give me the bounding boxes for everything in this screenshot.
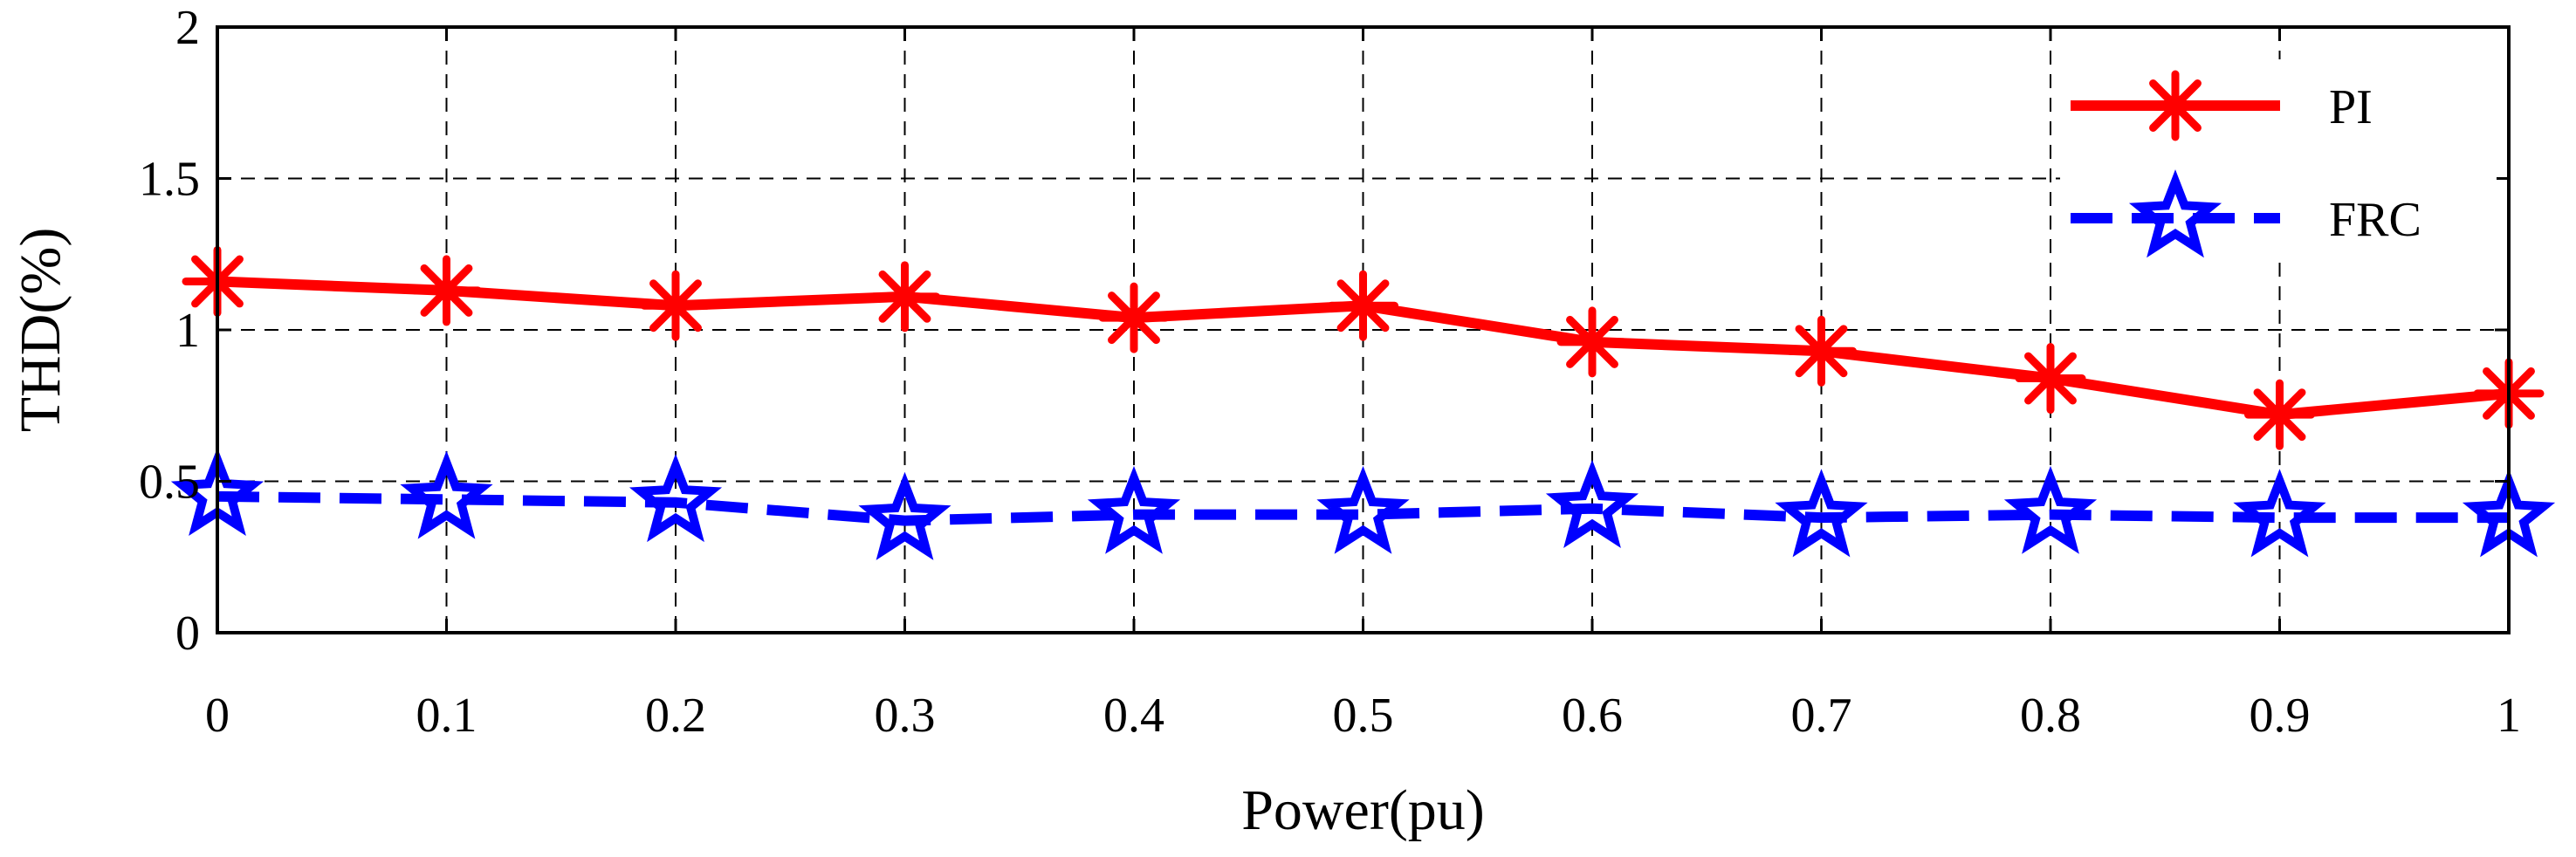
data-point-pi [640,270,711,341]
asterisk-stroke [878,270,931,323]
legend-marker-frc [2128,169,2222,258]
y-tick-label: 0 [175,607,200,661]
asterisk-stroke [2253,388,2306,442]
y-axis-label: THD(%) [9,228,72,433]
asterisk-stroke [1108,291,1160,345]
y-tick-label: 1 [175,304,200,358]
legend: PI FRC [2060,59,2497,260]
data-point-frc [1316,465,1410,554]
data-point-frc [2003,465,2098,554]
x-tick-label: 0.6 [1562,689,1623,743]
y-tick-label: 1.5 [139,153,200,207]
asterisk-stroke [1795,325,1848,378]
data-point-pi [1328,270,1398,341]
data-point-frc [400,450,493,539]
asterisk-stroke [2024,352,2077,405]
x-tick-label: 0.9 [2250,689,2311,743]
data-point-frc [858,471,951,560]
y-ticks: 0 0.5 1 1.5 2 [139,1,2509,661]
data-point-pi [2015,343,2086,415]
asterisk-stroke [649,279,702,333]
data-point-frc [1087,465,1181,554]
legend-marker-pi [2140,70,2211,141]
data-point-frc [1545,459,1639,548]
legend-box [2060,59,2497,260]
asterisk-stroke [420,264,473,317]
x-tick-label: 0.5 [1333,689,1394,743]
asterisk-stroke [2149,79,2202,132]
data-point-pi [411,255,482,326]
asterisk-stroke [1336,279,1390,333]
legend-label-pi: PI [2329,80,2373,134]
y-tick-label: 0.5 [139,456,200,510]
data-point-pi [1786,315,1857,387]
data-point-pi [2244,379,2315,450]
data-point-pi [1098,282,1170,353]
data-point-frc [629,453,723,543]
data-point-pi [1556,306,1628,378]
x-tick-label: 0.8 [2020,689,2081,743]
x-tick-label: 0.1 [416,689,477,743]
x-tick-label: 0.2 [645,689,706,743]
data-point-frc [1775,469,1868,558]
legend-label-frc: FRC [2329,193,2421,247]
y-tick-label: 2 [175,1,200,55]
data-point-pi [869,261,940,333]
x-tick-label: 0 [205,689,230,743]
data-point-frc [2233,469,2326,558]
x-tick-label: 0.4 [1103,689,1164,743]
x-tick-label: 0.7 [1791,689,1852,743]
x-tick-label: 0.3 [875,689,936,743]
x-ticks: 0 0.1 0.2 0.3 0.4 0.5 0.6 0.7 0.8 0.9 1 [205,27,2521,743]
asterisk-stroke [1566,315,1618,368]
x-axis-label: Power(pu) [1241,778,1485,842]
x-tick-label: 1 [2497,689,2521,743]
series-line-frc [216,490,2509,526]
